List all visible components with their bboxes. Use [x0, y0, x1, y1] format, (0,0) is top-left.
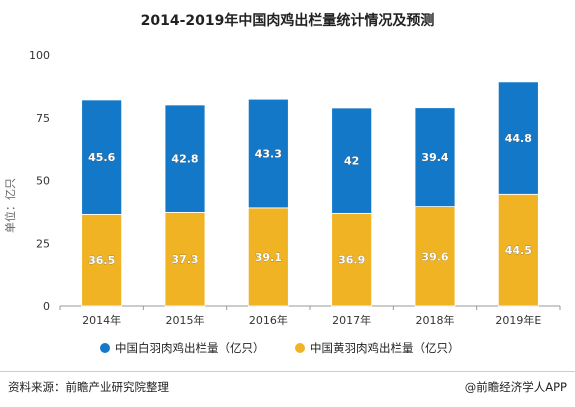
bar-segment-yellow — [331, 212, 373, 307]
bar-segment-yellow — [81, 213, 123, 307]
y-tick-label: 0 — [43, 300, 50, 313]
data-label: 36.9 — [338, 254, 365, 267]
legend-marker — [100, 343, 110, 353]
bar-segment-yellow — [247, 207, 289, 307]
brand-label: @前瞻经济学人APP — [464, 380, 567, 394]
x-tick-label: 2014年 — [82, 313, 121, 327]
x-tick-label: 2015年 — [166, 313, 205, 327]
data-label: 39.6 — [421, 250, 448, 263]
data-label: 39.4 — [421, 151, 448, 164]
data-label: 42 — [344, 155, 359, 168]
footer-divider — [0, 371, 575, 372]
y-tick-label: 50 — [36, 175, 50, 188]
data-label: 42.8 — [171, 153, 198, 166]
data-label: 37.3 — [171, 253, 198, 266]
y-tick-label: 25 — [36, 237, 50, 250]
y-axis-label: 单位：亿只 — [3, 178, 17, 233]
data-label: 44.5 — [505, 244, 532, 257]
x-tick-label: 2019年E — [495, 313, 541, 327]
x-tick-label: 2016年 — [249, 313, 288, 327]
data-label: 36.5 — [88, 254, 115, 267]
data-label: 39.1 — [255, 251, 282, 264]
x-tick-label: 2017年 — [332, 313, 371, 327]
bar-segment-blue — [414, 107, 456, 208]
x-tick-label: 2018年 — [416, 313, 455, 327]
bar-segment-blue — [247, 98, 289, 209]
legend-label: 中国黄羽肉鸡出栏量（亿只） — [310, 341, 460, 355]
legend-label: 中国白羽肉鸡出栏量（亿只） — [115, 341, 265, 355]
y-tick-label: 100 — [29, 49, 50, 62]
y-tick-label: 75 — [36, 112, 50, 125]
bar-segment-blue — [331, 107, 373, 214]
bar-segment-blue — [164, 104, 206, 213]
bar-segment-yellow — [164, 211, 206, 307]
source-note: 资料来源：前瞻产业研究院整理 — [8, 380, 169, 394]
bar-segment-yellow — [414, 206, 456, 307]
bar-segment-yellow — [497, 193, 539, 307]
data-label: 45.6 — [88, 151, 115, 164]
bar-segment-blue — [81, 99, 123, 215]
bar-segment-blue — [497, 81, 539, 195]
chart-title: 2014-2019年中国肉鸡出栏量统计情况及预测 — [140, 13, 435, 29]
data-label: 44.8 — [505, 132, 532, 145]
data-label: 43.3 — [255, 148, 282, 161]
legend-marker — [295, 343, 305, 353]
